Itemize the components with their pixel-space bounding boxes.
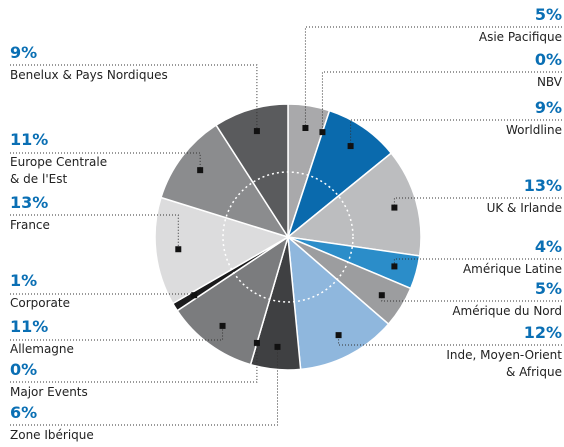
value-label: 0%: [10, 360, 38, 379]
category-label: Benelux & Pays Nordiques: [10, 68, 168, 82]
value-label: 5%: [534, 279, 562, 298]
value-label: 6%: [10, 403, 38, 422]
value-label: 4%: [534, 237, 562, 256]
value-label: 11%: [10, 130, 49, 149]
marker: [274, 343, 281, 350]
inner-ring: [222, 171, 354, 303]
category-label: NBV: [536, 75, 562, 89]
pie-slice: [215, 103, 289, 240]
category-label: France: [10, 218, 50, 232]
category-label: Major Events: [10, 385, 88, 399]
value-label: 0%: [534, 50, 562, 69]
category-label: Europe Centrale & de l'Est: [10, 155, 108, 186]
marker: [191, 292, 198, 299]
leader-line: [10, 152, 201, 171]
value-label: 1%: [10, 271, 38, 290]
value-label: 11%: [10, 317, 49, 336]
value-label: 9%: [534, 98, 562, 117]
category-label: Allemagne: [10, 342, 74, 356]
pie-slice: [176, 235, 290, 366]
marker: [175, 246, 182, 253]
pie-slice: [286, 152, 422, 257]
marker: [302, 124, 309, 131]
marker: [391, 204, 398, 211]
leader-line: [10, 214, 179, 250]
marker: [391, 263, 398, 270]
marker: [347, 143, 354, 150]
category-label: Zone Ibérique: [10, 428, 94, 442]
marker: [197, 167, 204, 174]
leader-line: [350, 119, 562, 147]
pie-slice: [287, 235, 390, 371]
marker: [219, 322, 226, 329]
value-label: 13%: [523, 176, 562, 195]
value-label: 12%: [523, 323, 562, 342]
value-label: 5%: [534, 5, 562, 24]
marker: [253, 128, 260, 135]
leader-line: [381, 295, 562, 302]
pie-slice: [160, 124, 290, 239]
value-label: 13%: [10, 193, 49, 212]
category-label: UK & Irlande: [486, 201, 562, 215]
category-label: Asie Pacifique: [478, 30, 562, 44]
category-label: Inde, Moyen-Orient & Afrique: [446, 348, 562, 379]
category-label: Amérique du Nord: [452, 304, 562, 318]
marker: [378, 292, 385, 299]
category-label: Corporate: [10, 296, 70, 310]
pie-slice: [154, 196, 290, 305]
leader-line: [10, 64, 258, 132]
leader-line: [321, 71, 562, 133]
leader-line: [10, 346, 279, 426]
category-label: Worldline: [505, 123, 562, 137]
category-label: Amérique Latine: [462, 262, 562, 276]
marker: [335, 332, 342, 339]
value-label: 9%: [10, 43, 38, 62]
marker: [319, 129, 326, 136]
leader-line: [10, 342, 258, 383]
marker: [253, 339, 260, 346]
